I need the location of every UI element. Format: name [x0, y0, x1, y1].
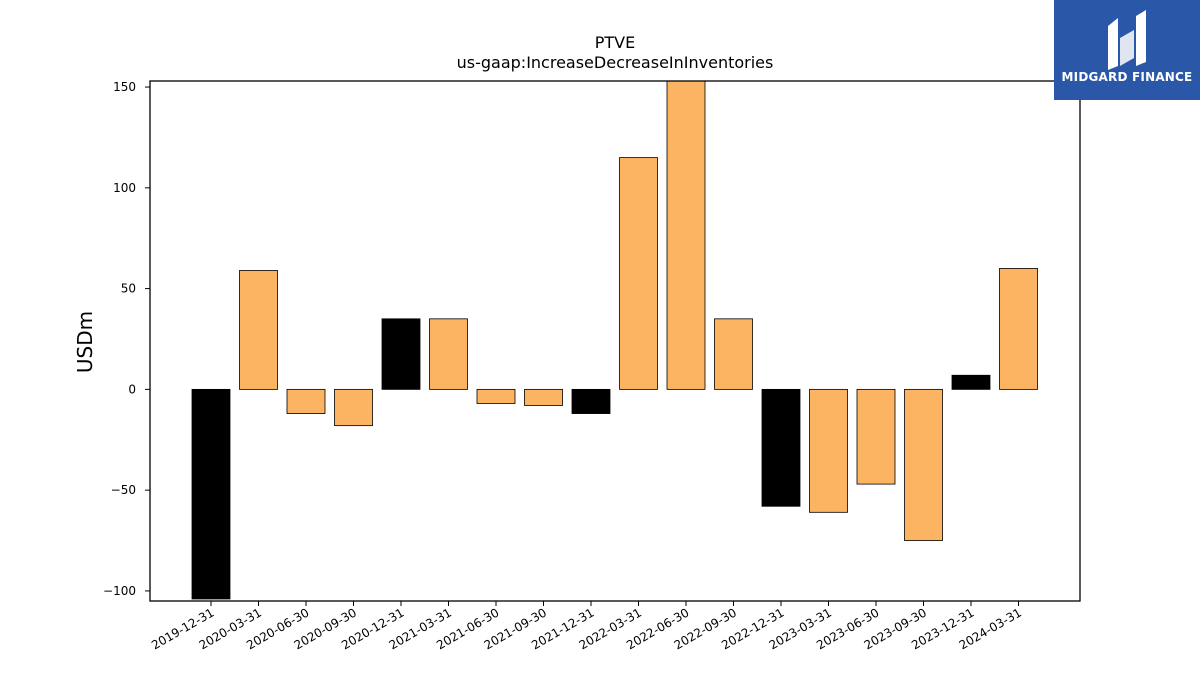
chart-title: PTVE — [595, 33, 635, 52]
bar-2019-12-31 — [191, 388, 231, 600]
bar-2021-03-31 — [429, 318, 468, 390]
bar-2023-12-31 — [951, 374, 991, 390]
bar-2020-09-30 — [334, 388, 373, 427]
y-tick-label: 50 — [121, 282, 136, 296]
y-tick-label: −100 — [103, 584, 136, 598]
bar-2022-06-30 — [666, 80, 706, 390]
y-tick-label: 150 — [113, 80, 136, 94]
bar-2024-03-31 — [999, 268, 1038, 390]
y-tick-label: 100 — [113, 181, 136, 195]
bar-2023-03-31 — [809, 388, 848, 513]
chart-subtitle: us-gaap:IncreaseDecreaseInInventories — [457, 53, 774, 72]
bar-2020-03-31 — [239, 270, 278, 390]
bar-2021-09-30 — [524, 388, 563, 406]
bar-2020-12-31 — [381, 318, 421, 390]
x-ticks-group: 2019-12-312020-03-312020-06-302020-09-30… — [149, 601, 1024, 652]
plot-frame — [149, 80, 1081, 602]
bars-group — [191, 80, 1038, 600]
bar-2021-06-30 — [476, 388, 516, 404]
bar-2022-09-30 — [714, 318, 753, 390]
bar-2022-03-31 — [619, 157, 658, 390]
y-ticks-group: −100 −50 0 50 100 150 — [103, 80, 150, 598]
bar-2023-09-30 — [904, 388, 943, 541]
bar-2021-12-31 — [571, 388, 611, 414]
watermark-text: MIDGARD FINANCE — [1061, 70, 1193, 84]
bar-2023-06-30 — [856, 388, 896, 485]
midgard-finance-logo: MIDGARD FINANCE — [1054, 0, 1200, 100]
bar-2020-06-30 — [286, 388, 326, 414]
midgard-emblem-icon — [1108, 10, 1146, 70]
y-axis-label: USDm — [73, 311, 97, 373]
y-tick-label: 0 — [128, 382, 136, 396]
y-tick-label: −50 — [111, 483, 136, 497]
bar-2022-12-31 — [761, 388, 801, 507]
